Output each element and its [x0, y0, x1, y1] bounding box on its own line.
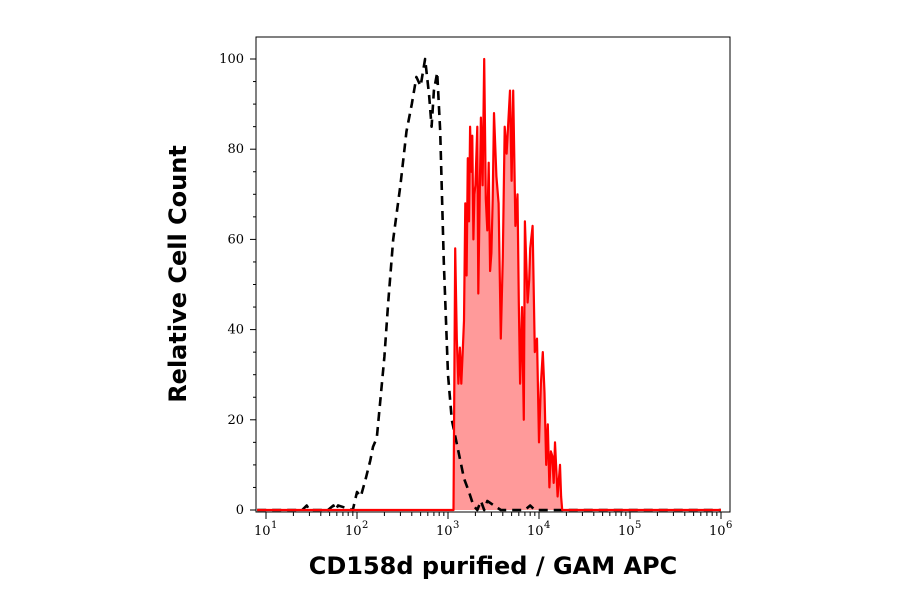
x-tick-exponent: 4 [544, 520, 550, 531]
x-tick-label: 10 [709, 524, 726, 539]
y-axis-title: Relative Cell Count [164, 145, 192, 403]
x-tick-label: 10 [436, 524, 453, 539]
stained-histogram-line [257, 57, 721, 512]
x-axis-title: CD158d purified / GAM APC [309, 552, 678, 580]
x-axis: 10 1 10 2 10 3 10 4 10 5 10 6 [254, 512, 732, 539]
x-tick-exponent: 2 [362, 520, 368, 531]
y-tick-label: 100 [219, 52, 244, 67]
plot-frame [255, 36, 731, 513]
x-tick-exponent: 6 [726, 520, 732, 531]
y-tick-label: 20 [227, 413, 244, 428]
x-tick-exponent: 1 [271, 520, 277, 531]
x-tick-label: 10 [527, 524, 544, 539]
x-tick-label: 10 [254, 524, 271, 539]
x-tick-exponent: 5 [635, 520, 641, 531]
x-tick-label: 10 [618, 524, 635, 539]
series-fill-1 [257, 59, 721, 510]
series-fills [257, 59, 721, 510]
x-tick-label: 10 [345, 524, 362, 539]
y-tick-label: 40 [227, 323, 244, 338]
y-tick-label: 60 [227, 232, 244, 247]
y-axis: 0 20 40 60 80 100 [219, 52, 256, 518]
y-tick-label: 80 [227, 142, 244, 157]
x-tick-exponent: 3 [453, 520, 459, 531]
series-lines [257, 57, 721, 512]
y-tick-label: 0 [236, 503, 244, 518]
